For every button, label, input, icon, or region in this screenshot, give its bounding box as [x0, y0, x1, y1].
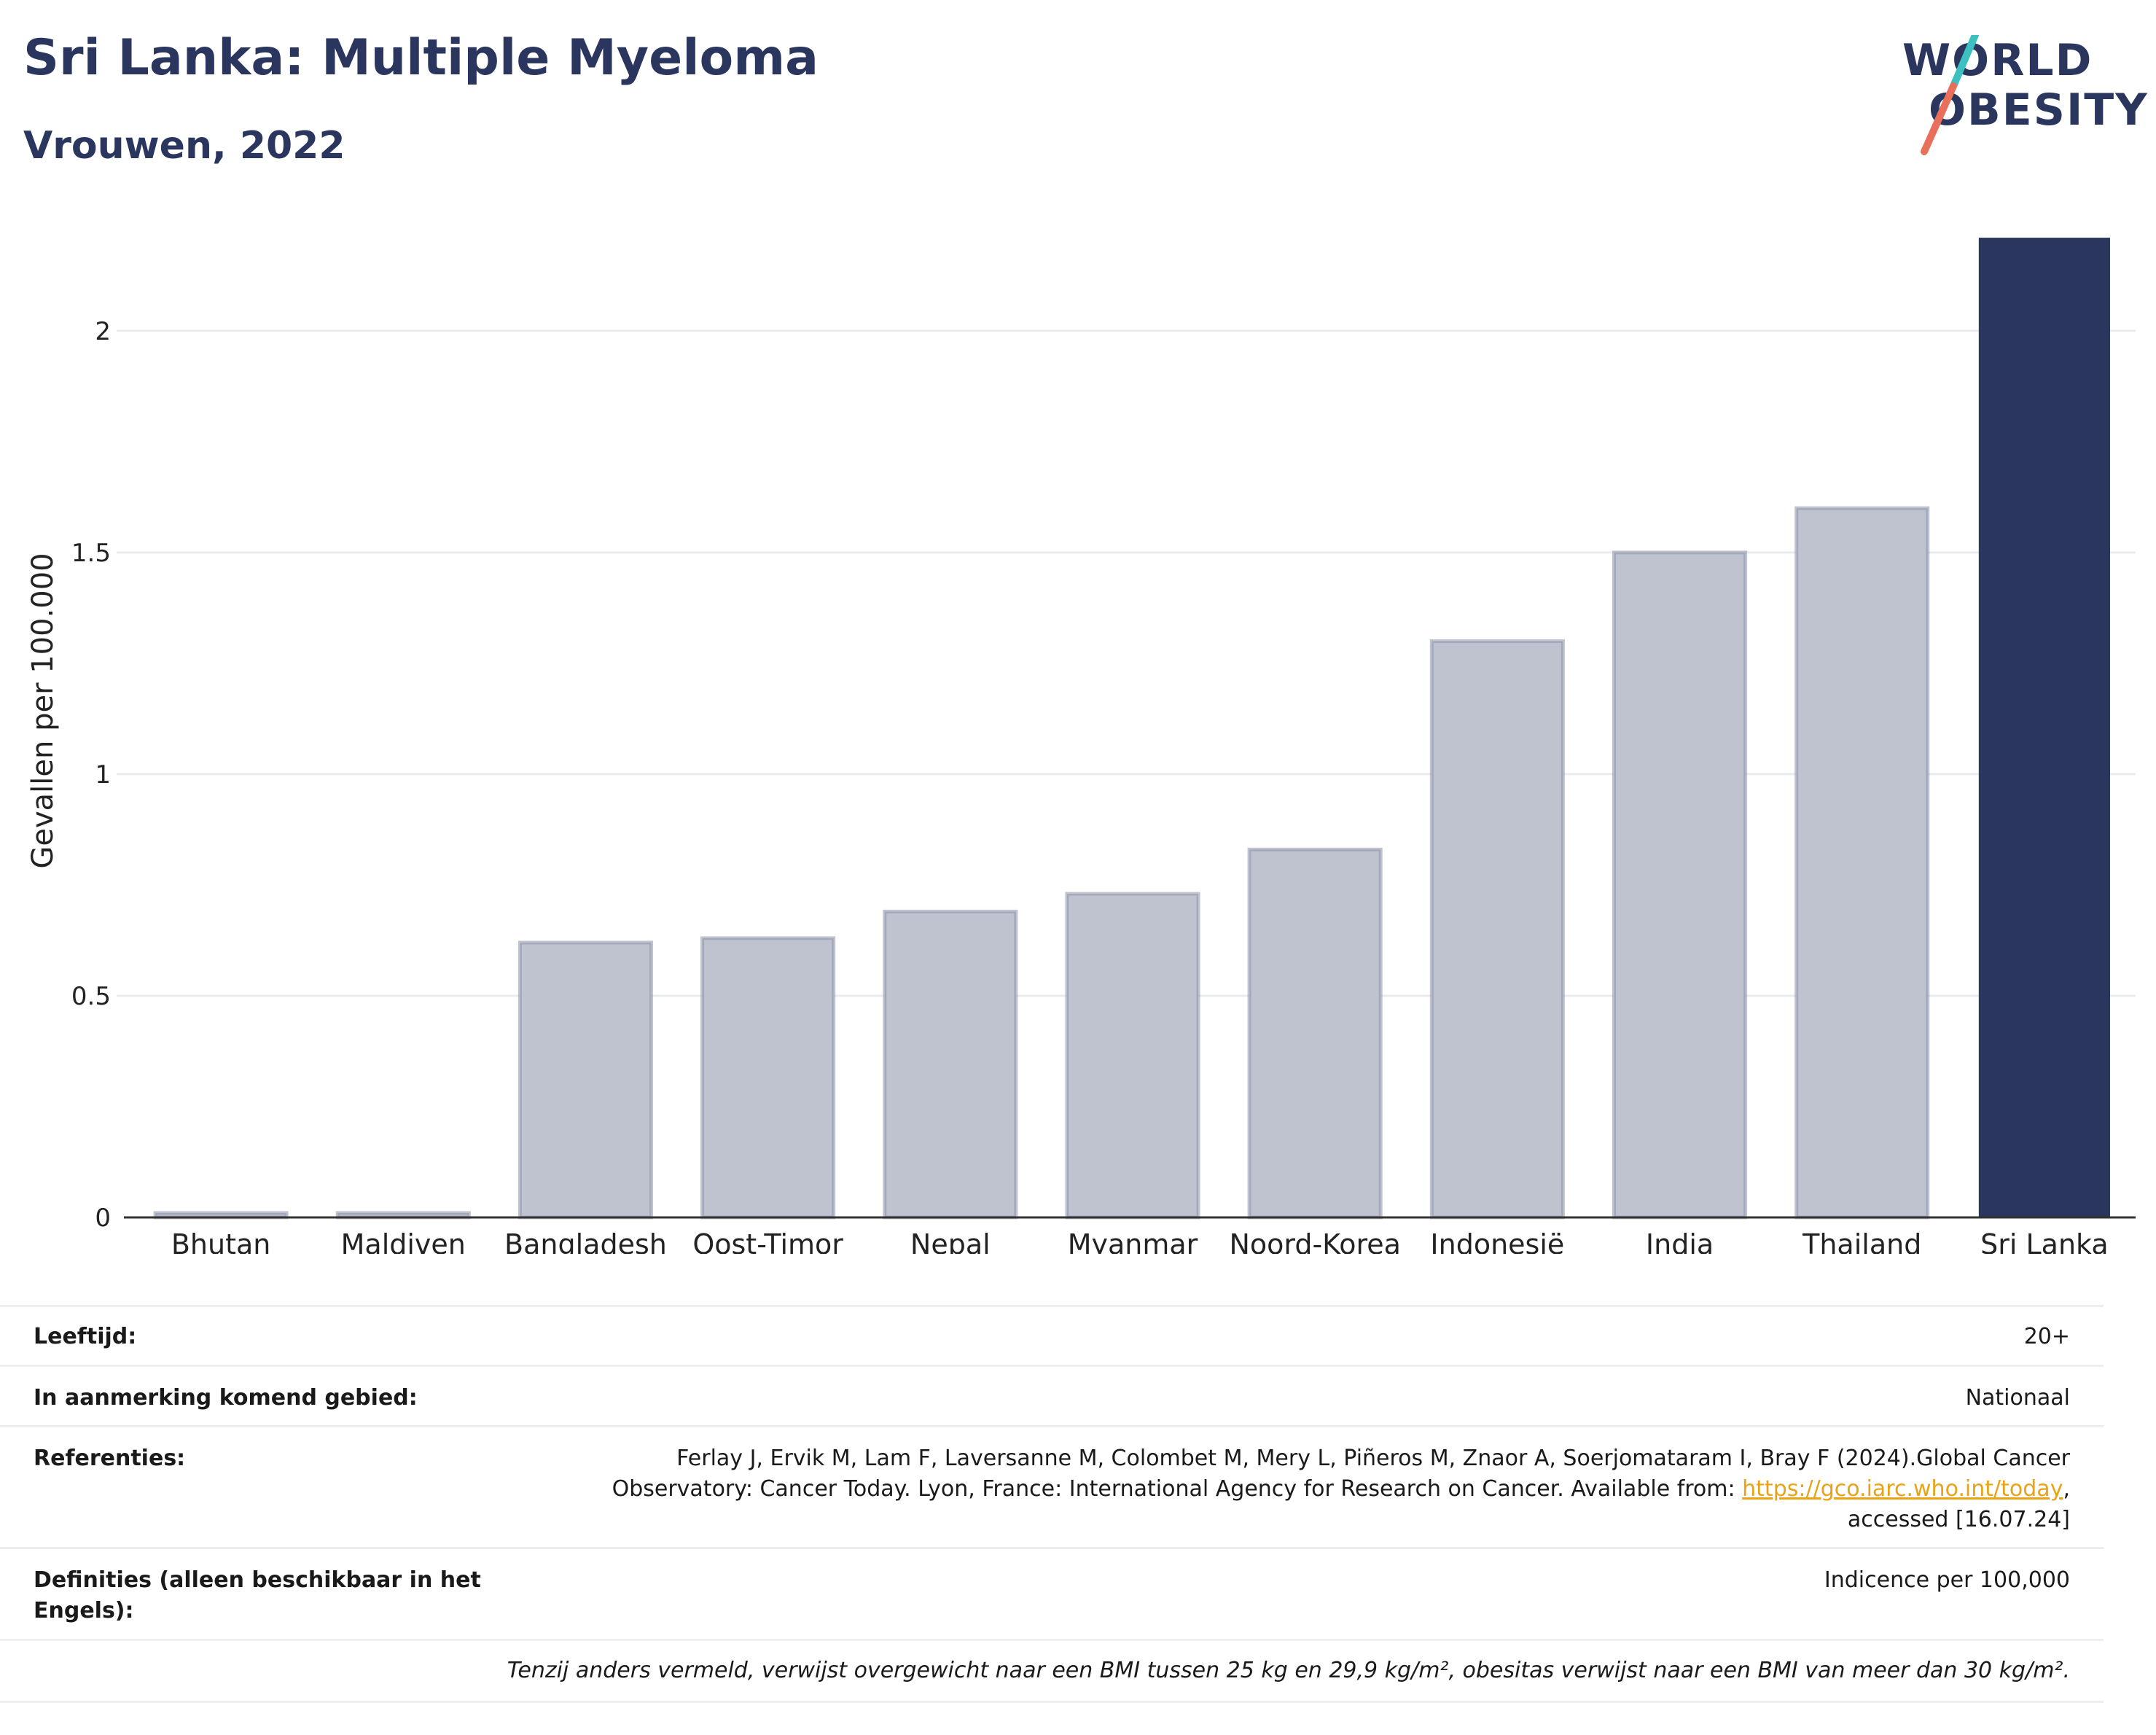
x-tick-label: Noord-Korea [1229, 1228, 1400, 1254]
x-tick-label: Indonesië [1430, 1228, 1564, 1254]
bar-noord-korea [1247, 847, 1383, 1220]
bar-myanmar [1065, 892, 1200, 1220]
bar-oost-timor [700, 936, 836, 1220]
references-link[interactable]: https://gco.iarc.who.int/today [1742, 1476, 2063, 1502]
meta-row-age: Leeftijd: 20+ [0, 1305, 2104, 1365]
references-line1: Ferlay J, Ervik M, Lam F, Laversanne M, … [676, 1446, 2070, 1471]
x-tick-label: Myanmar [1068, 1228, 1198, 1254]
meta-row-references: Referenties: Ferlay J, Ervik M, Lam F, L… [0, 1425, 2104, 1548]
references-line3: accessed [16.07.24] [1847, 1507, 2070, 1532]
axes: 0 0.5 1 1.5 2 Bhutan Maldiven Bangladesh Oost-Ti… [71, 317, 2136, 1254]
bar-sri-lanka [1978, 238, 2110, 1218]
y-tick-label: 2 [95, 317, 111, 346]
bar-india [1612, 550, 1748, 1220]
bar-indonesi- [1429, 639, 1565, 1220]
area-value: Nationaal [1965, 1385, 2070, 1411]
y-tick-label: 1 [95, 760, 111, 789]
references-value: Ferlay J, Ervik M, Lam F, Laversanne M, … [466, 1443, 2070, 1535]
x-tick-label: India [1646, 1228, 1714, 1254]
references-line2-text: Observatory: Cancer Today. Lyon, France:… [612, 1476, 1743, 1502]
area-label: In aanmerking komend gebied: [34, 1385, 418, 1411]
y-axis-label: Gevallen per 100.000 [26, 553, 60, 868]
footnote: Tenzij anders vermeld, verwijst overgewi… [507, 1658, 2070, 1683]
world-obesity-logo: WORLD OBESITY [1902, 35, 2147, 159]
x-tick-label: Oost-Timor [692, 1228, 843, 1254]
y-tick-label: 0.5 [71, 982, 111, 1011]
x-tick-label: Bangladesh [504, 1228, 667, 1254]
x-tick-label: Bhutan [171, 1228, 271, 1254]
y-tick-label: 1.5 [71, 539, 111, 568]
bar-chart: 0 0.5 1 1.5 2 Bhutan Maldiven Bangladesh Oost-Ti… [26, 238, 2136, 1254]
meta-row-footnote: Tenzij anders vermeld, verwijst overgewi… [0, 1639, 2104, 1703]
x-tick-label: Maldiven [341, 1228, 466, 1254]
bar-nepal [883, 909, 1018, 1220]
chart-subtitle: Vrouwen, 2022 [23, 124, 345, 168]
logo-line2: OBESITY [1929, 85, 2149, 136]
references-line2: Observatory: Cancer Today. Lyon, France:… [466, 1474, 2070, 1505]
x-tick-label: Nepal [910, 1228, 991, 1254]
definitions-value: Indicence per 100,000 [1824, 1567, 2070, 1593]
definitions-label: Definities (alleen beschikbaar in het En… [34, 1567, 481, 1623]
y-tick-label: 0 [95, 1204, 111, 1233]
references-line2-comma: , [2063, 1476, 2070, 1502]
x-tick-label: Thailand [1802, 1228, 1921, 1254]
bar-bangladesh [517, 940, 654, 1220]
meta-row-area: In aanmerking komend gebied: Nationaal [0, 1365, 2104, 1425]
logo-line1: WORLD [1902, 35, 2093, 86]
age-value: 20+ [2023, 1324, 2070, 1349]
chart-title: Sri Lanka: Multiple Myeloma [23, 29, 819, 87]
bars [153, 238, 2110, 1220]
meta-row-definitions: Definities (alleen beschikbaar in het En… [0, 1547, 2104, 1640]
x-tick-label: Sri Lanka [1980, 1228, 2109, 1254]
references-label: Referenties: [34, 1446, 186, 1471]
logo-slash-icon [1921, 35, 1979, 155]
bar-thailand [1794, 506, 1930, 1220]
age-label: Leeftijd: [34, 1324, 137, 1349]
